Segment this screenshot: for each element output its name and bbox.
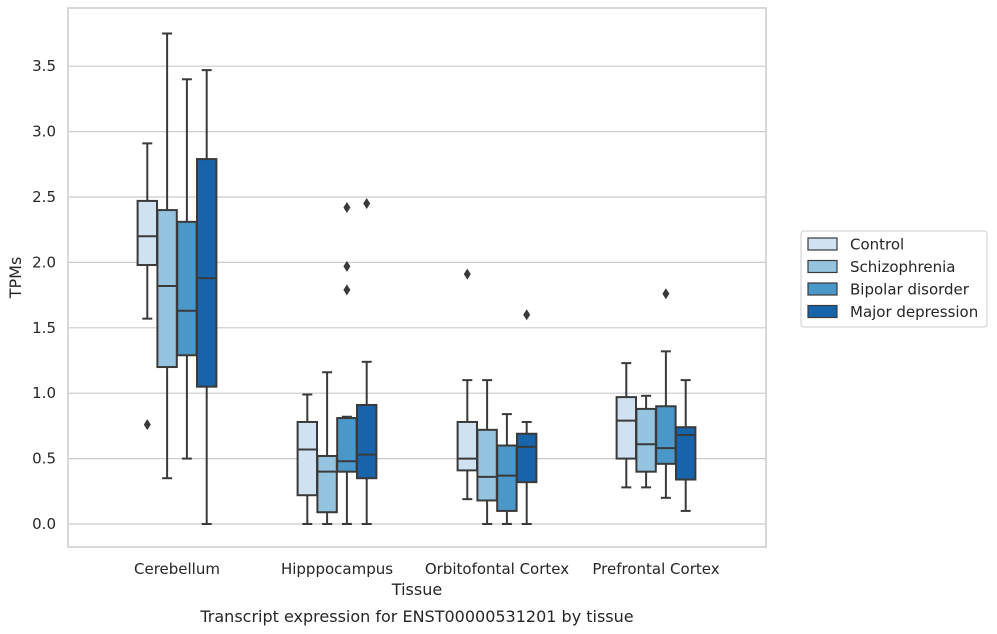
outlier-point [143,419,151,431]
box-iqr [675,426,697,481]
y-tick-label: 3.5 [32,57,56,75]
x-axis-ticks: Cerebellum Hipppocampus Orbitofontal Corte… [134,560,720,578]
legend-label: Bipolar disorder [850,281,970,299]
box-1-2 [476,379,498,525]
box-iqr [615,396,637,460]
box-1-3 [635,394,657,489]
outlier-point [343,260,351,272]
box-1-1 [316,371,338,525]
legend-frame [800,230,988,328]
box-3-2 [516,309,538,525]
x-axis-label: Tissue [391,580,442,599]
box-iqr [296,420,319,497]
chart-title: Transcript expression for ENST0000053120… [199,607,633,626]
y-tick-label: 0.5 [32,450,56,468]
plot-frame [67,7,767,548]
box-3-0 [196,69,218,525]
box-iqr [156,209,178,369]
legend-swatch [807,304,838,319]
box-iqr [655,405,677,465]
boxes [136,32,697,525]
box-2-1 [336,201,358,525]
y-tick-label: 3.0 [32,123,56,141]
box-iqr [635,407,657,473]
box-0-2 [456,268,479,501]
box-3-1 [356,198,378,525]
y-tick-label: 0.0 [32,515,56,533]
legend-label: Schizophrenia [850,258,955,276]
box-0-3 [615,362,637,489]
box-iqr [516,432,538,484]
box-iqr [136,199,159,267]
y-axis-label: TPMs [6,257,25,300]
outlier-point [363,198,371,210]
legend: Control Schizophrenia Bipolar disorder Majo… [800,230,988,328]
legend-swatch [807,259,838,274]
outlier-point [343,284,351,296]
box-3-3 [675,379,697,512]
outlier-point [662,288,670,300]
box-iqr [496,444,518,512]
outlier-point [523,309,531,321]
box-iqr [456,420,479,472]
box-iqr [356,403,378,480]
box-2-2 [496,413,518,525]
outlier-point [463,268,471,280]
legend-label: Control [850,236,904,254]
box-iqr [336,417,358,473]
legend-swatch [807,237,838,251]
x-tick-label: Prefrontal Cortex [592,560,719,578]
box-0-0 [136,142,159,431]
y-axis-ticks: 0.0 0.5 1.0 1.5 2.0 2.5 3.0 3.5 [32,57,56,533]
legend-label: Major depression [850,303,978,321]
box-iqr [476,428,498,502]
box-0-1 [296,393,319,525]
x-tick-label: Orbitofontal Cortex [425,560,569,578]
box-1-0 [156,32,178,480]
outlier-point [343,201,351,213]
y-tick-label: 1.5 [32,319,56,337]
box-iqr [176,220,198,357]
x-tick-label: Cerebellum [134,560,220,578]
box-2-0 [176,78,198,460]
legend-swatch [807,282,838,296]
x-tick-label: Hipppocampus [281,560,393,578]
box-iqr [316,454,338,514]
y-tick-label: 2.0 [32,253,56,271]
y-tick-label: 2.5 [32,188,56,206]
y-tick-label: 1.0 [32,384,56,402]
box-iqr [196,158,218,388]
